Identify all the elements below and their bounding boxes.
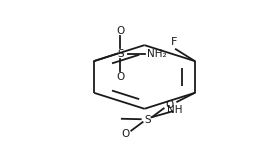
Text: S: S bbox=[144, 115, 151, 124]
Text: NH₂: NH₂ bbox=[147, 49, 167, 59]
Text: O: O bbox=[116, 72, 124, 82]
Text: NH: NH bbox=[167, 105, 182, 115]
Text: O: O bbox=[122, 129, 130, 139]
Text: S: S bbox=[117, 49, 124, 59]
Text: O: O bbox=[116, 26, 124, 36]
Text: F: F bbox=[171, 37, 178, 48]
Text: O: O bbox=[165, 100, 173, 110]
